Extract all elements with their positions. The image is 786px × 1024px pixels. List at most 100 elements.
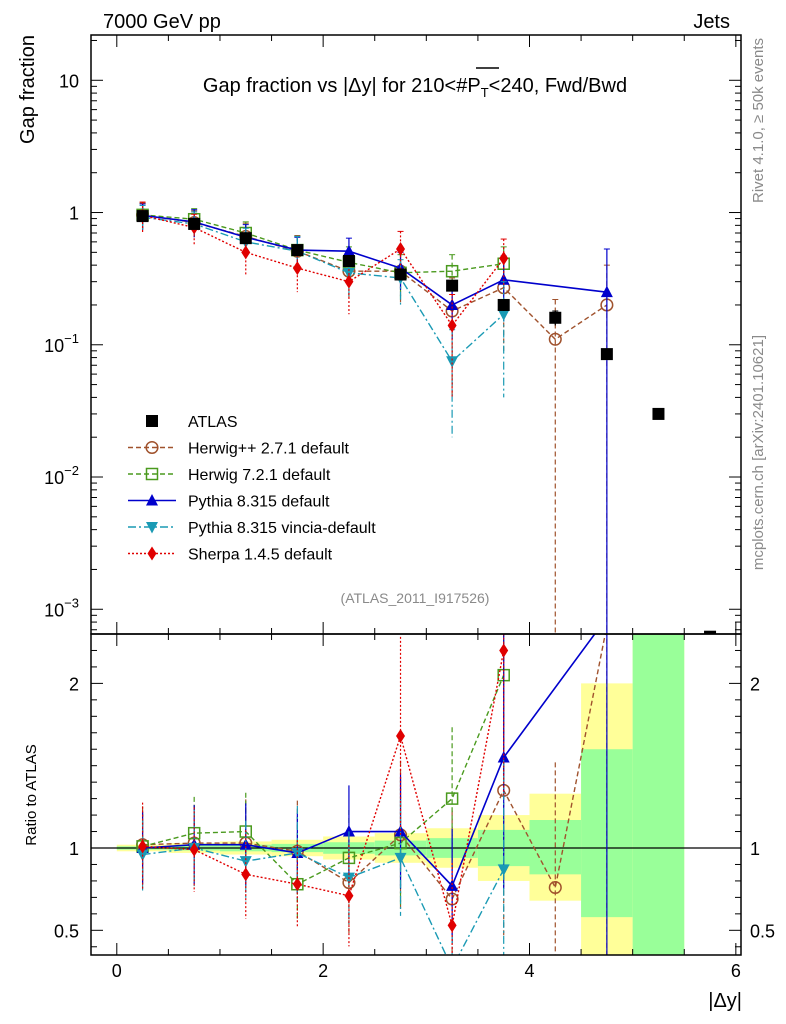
sherpa-1-4-5-default-ratio-point <box>499 643 509 658</box>
sherpa-1-4-5-default-point <box>344 274 354 289</box>
series-atlas <box>136 210 717 634</box>
main-plot-frame <box>90 34 742 635</box>
legend-entry-herwig-2-7-1-default: Herwig++ 2.7.1 default <box>128 441 350 458</box>
herwig-7-2-1-default-ratio-line <box>142 674 505 886</box>
herwig-2-7-1-default-line <box>142 214 608 341</box>
herwig-2-7-1-default-ratio-line <box>142 634 606 901</box>
ratio-plot-frame <box>90 633 742 956</box>
reference-label: (ATLAS_2011_I917526) <box>341 590 490 606</box>
pythia-8-315-vincia-default-ratio-point <box>446 963 458 975</box>
pythia-8-315-vincia-default-line <box>142 216 505 363</box>
atlas-point <box>239 232 252 245</box>
atlas-point <box>342 254 355 267</box>
plot-frames <box>90 34 742 956</box>
sherpa-1-4-5-default-ratio-point <box>344 888 354 903</box>
sherpa-1-4-5-default-ratio-point <box>396 729 406 744</box>
x-tick-label: 2 <box>318 961 328 981</box>
legend: ATLAS Herwig++ 2.7.1 default Herwig 7.2.1 … <box>128 414 376 564</box>
x-tick-label: 0 <box>112 961 122 981</box>
sherpa-1-4-5-default-ratio-point <box>138 839 148 854</box>
sherpa-1-4-5-default-ratio-point <box>447 918 457 933</box>
y-axis-label: Gap fraction <box>17 35 39 144</box>
legend-marker <box>146 415 158 427</box>
main-panel-series <box>136 201 717 634</box>
sherpa-1-4-5-default-point <box>292 261 302 276</box>
legend-label: Pythia 8.315 vincia-default <box>188 520 376 537</box>
legend-marker <box>146 494 158 506</box>
title-pt-symbol: P <box>467 75 480 97</box>
pythia-8-315-default-ratio-point <box>497 750 510 763</box>
ratio-tick-label-right: 1 <box>750 839 760 859</box>
chart-title: Gap fraction vs |Δy| for 210<#PT<240, Fw… <box>203 75 627 100</box>
herwig-7-2-1-default-line <box>142 214 504 274</box>
sherpa-1-4-5-default-point <box>499 251 509 266</box>
legend-entry-pythia-8-315-default: Pythia 8.315 default <box>128 494 330 511</box>
title-pt-subscript: T <box>481 85 489 100</box>
herwig-7-2-1-default-ratio-point <box>445 792 459 805</box>
sherpa-1-4-5-default-point <box>241 245 251 260</box>
atlas-point <box>136 210 149 223</box>
legend-entry-herwig-7-2-1-default: Herwig 7.2.1 default <box>128 467 331 484</box>
y-tick-label: 10−3 <box>44 595 79 620</box>
pythia-8-315-default-ratio-point <box>446 879 459 891</box>
herwig-2-7-1-default-point <box>548 332 562 346</box>
legend-label: Pythia 8.315 default <box>188 494 330 511</box>
legend-entry-atlas: ATLAS <box>146 414 238 431</box>
pythia-8-315-default-point <box>600 285 613 298</box>
legend-entry-sherpa-1-4-5-default: Sherpa 1.4.5 default <box>128 546 333 564</box>
y-tick-label: 1 <box>69 204 79 224</box>
sherpa-1-4-5-default-ratio-point <box>241 867 251 882</box>
sherpa-1-4-5-default-point <box>396 241 406 256</box>
y-tick-label: 10−2 <box>44 463 79 488</box>
energy-label: 7000 GeV pp <box>103 11 221 33</box>
legend-marker <box>147 546 157 561</box>
pythia-8-315-vincia-default-point <box>497 309 510 321</box>
legend-label: Herwig 7.2.1 default <box>188 467 331 484</box>
ratio-axis-label: Ratio to ATLAS <box>23 744 40 845</box>
legend-label: Herwig++ 2.7.1 default <box>188 441 350 458</box>
ratio-panel-series <box>136 634 608 975</box>
pythia-8-315-default-line <box>142 214 607 306</box>
atlas-point <box>549 311 562 324</box>
atlas-point <box>704 630 717 634</box>
legend-marker <box>146 522 158 534</box>
y-tick-label: 10−1 <box>44 331 79 356</box>
pythia-8-315-vincia-default-ratio-point <box>394 852 407 865</box>
rivet-version-label: Rivet 4.1.0, ≥ 50k events <box>750 38 767 203</box>
mcplots-label: mcplots.cern.ch [arXiv:2401.10621] <box>750 335 767 570</box>
pythia-8-315-vincia-default-ratio-line <box>142 847 505 955</box>
atlas-point <box>188 217 201 230</box>
atlas-point <box>600 348 613 361</box>
band-inner-10 <box>632 634 685 955</box>
x-axis-label: |Δy| <box>708 990 742 1012</box>
pythia-8-315-vincia-default-point <box>446 356 459 368</box>
x-tick-label: 6 <box>731 961 741 981</box>
sherpa-1-4-5-default-point <box>447 318 457 333</box>
axis-ticks: 0 2 4 6 10 1 10−1 10−2 10−3 0.5 0.5 1 1 2 2 <box>44 35 775 981</box>
legend-marker <box>145 467 159 481</box>
herwig-7-2-1-default-point <box>445 264 459 278</box>
ratio-tick-label-left: 2 <box>69 674 79 694</box>
atlas-point <box>497 298 510 311</box>
ratio-uncertainty-band <box>116 634 685 955</box>
ratio-sherpa-1-4-5-default <box>138 634 509 955</box>
y-tick-label: 10 <box>59 71 79 91</box>
atlas-point <box>446 279 459 292</box>
legend-label: Sherpa 1.4.5 default <box>188 547 333 564</box>
legend-marker <box>145 440 159 455</box>
sherpa-1-4-5-default-ratio-point <box>292 877 302 892</box>
ratio-tick-label-left: 0.5 <box>54 921 79 941</box>
atlas-point <box>291 244 304 257</box>
legend-entry-pythia-8-315-vincia-default: Pythia 8.315 vincia-default <box>128 520 376 537</box>
category-label: Jets <box>693 11 730 33</box>
x-tick-label: 4 <box>524 961 534 981</box>
pythia-8-315-default-point <box>342 244 355 257</box>
ratio-tick-label-left: 1 <box>69 839 79 859</box>
ratio-tick-label-right: 0.5 <box>750 921 775 941</box>
legend-label: ATLAS <box>188 414 238 431</box>
sherpa-1-4-5-default-ratio-point <box>189 842 199 857</box>
ratio-tick-label-right: 2 <box>750 674 760 694</box>
sherpa-1-4-5-default-ratio-line <box>142 650 505 926</box>
pythia-8-315-default-ratio-point <box>342 825 355 837</box>
